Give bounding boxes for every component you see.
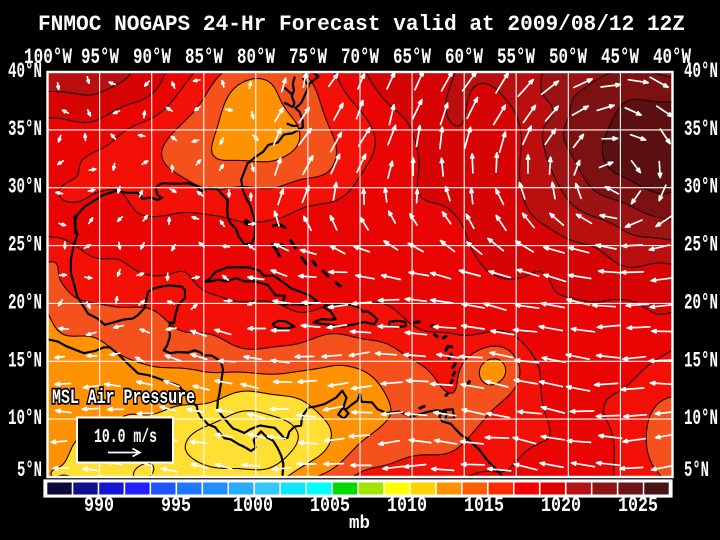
svg-text:1015: 1015 xyxy=(464,494,504,518)
svg-text:1005: 1005 xyxy=(310,494,350,518)
svg-text:55°W: 55°W xyxy=(497,46,536,71)
svg-text:90°W: 90°W xyxy=(133,46,172,71)
svg-text:50°W: 50°W xyxy=(549,46,588,71)
svg-text:mb: mb xyxy=(349,514,370,534)
svg-text:85°W: 85°W xyxy=(185,46,224,71)
svg-text:20°N: 20°N xyxy=(684,291,718,316)
svg-text:1000: 1000 xyxy=(233,494,273,518)
svg-text:95°W: 95°W xyxy=(81,46,120,71)
svg-text:1020: 1020 xyxy=(541,494,581,518)
svg-text:65°W: 65°W xyxy=(393,46,432,71)
svg-text:10°N: 10°N xyxy=(8,407,42,432)
svg-text:35°N: 35°N xyxy=(8,118,42,143)
svg-text:45°W: 45°W xyxy=(601,46,640,71)
svg-text:80°W: 80°W xyxy=(237,46,276,71)
svg-text:15°N: 15°N xyxy=(8,349,42,374)
svg-text:60°W: 60°W xyxy=(445,46,484,71)
svg-text:990: 990 xyxy=(84,494,114,518)
svg-text:25°N: 25°N xyxy=(684,234,718,259)
svg-text:70°W: 70°W xyxy=(341,46,380,71)
svg-text:100°W: 100°W xyxy=(24,46,73,71)
svg-text:5°N: 5°N xyxy=(17,459,42,484)
svg-text:40°N: 40°N xyxy=(684,60,718,85)
svg-text:30°N: 30°N xyxy=(8,176,42,201)
svg-text:1025: 1025 xyxy=(618,494,658,518)
svg-text:25°N: 25°N xyxy=(8,234,42,259)
svg-text:75°W: 75°W xyxy=(289,46,328,71)
svg-text:MSL Air Pressure: MSL Air Pressure xyxy=(52,387,195,410)
svg-text:30°N: 30°N xyxy=(684,176,718,201)
svg-text:20°N: 20°N xyxy=(8,291,42,316)
svg-text:FNMOC NOGAPS 24-Hr Forecast va: FNMOC NOGAPS 24-Hr Forecast valid at 200… xyxy=(38,12,685,37)
svg-text:995: 995 xyxy=(161,494,191,518)
svg-text:35°N: 35°N xyxy=(684,118,718,143)
svg-text:15°N: 15°N xyxy=(684,349,718,374)
svg-text:10°N: 10°N xyxy=(684,407,718,432)
svg-text:40°N: 40°N xyxy=(8,60,42,85)
svg-text:1010: 1010 xyxy=(387,494,427,518)
svg-text:40°W: 40°W xyxy=(653,46,692,71)
svg-text:5°N: 5°N xyxy=(684,459,709,484)
svg-text:10.0 m/s: 10.0 m/s xyxy=(94,426,157,448)
